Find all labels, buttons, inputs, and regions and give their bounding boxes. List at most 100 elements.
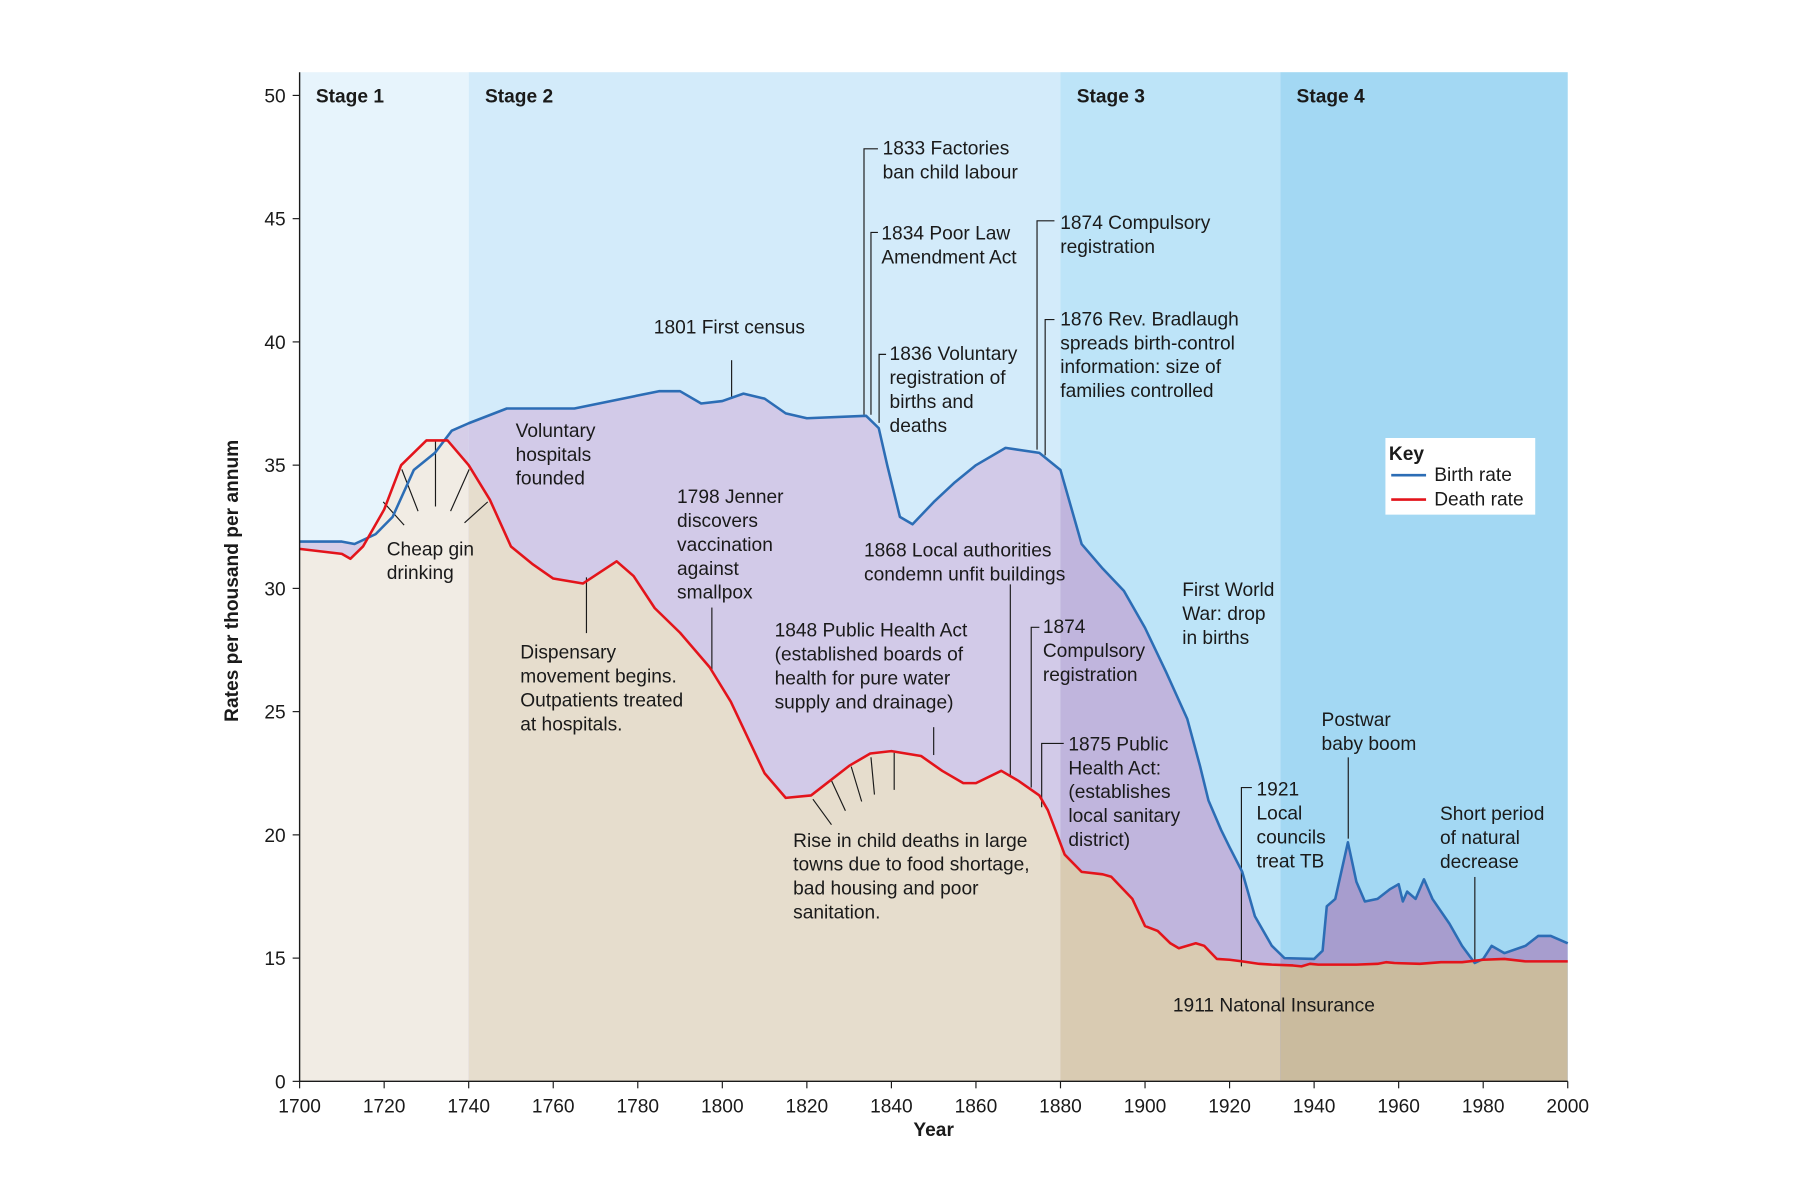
annotation: 1836 Voluntary	[890, 344, 1018, 365]
y-tick-label: 25	[264, 703, 285, 724]
x-tick-label: 1800	[701, 1097, 744, 1118]
y-tick-label: 40	[264, 333, 285, 354]
leader	[1240, 786, 1252, 967]
annotation: condemn unfit buildings	[864, 564, 1065, 585]
annotation: 1868 Local authorities	[864, 540, 1051, 561]
annotation: deaths	[890, 416, 948, 437]
lines	[299, 389, 1569, 968]
annotation: information: size of	[1060, 357, 1221, 378]
x-tick-label: 2000	[1546, 1097, 1589, 1118]
areas	[299, 391, 1568, 1082]
axes: 0 15 20 25 30 35 40 45 50 1700 1720 1740 1760 1780 180…	[264, 72, 1589, 1118]
annotation: spreads birth-control	[1060, 333, 1235, 354]
annotation: treat TB	[1257, 851, 1325, 872]
annotation: district)	[1068, 830, 1130, 851]
annotation: at hospitals.	[520, 714, 622, 735]
annotation: Health Act:	[1068, 758, 1161, 779]
y-tick-label: 30	[264, 579, 285, 600]
x-tick-label: 1860	[955, 1097, 998, 1118]
annotation: councils	[1257, 828, 1326, 849]
y-tick-label: 15	[264, 949, 285, 970]
annotation: towns due to food shortage,	[793, 855, 1029, 876]
annotation: discovers	[677, 511, 758, 532]
annotation: Outpatients treated	[520, 690, 683, 711]
stage-label: Stage 1	[316, 86, 384, 107]
annotation: registration	[1043, 665, 1138, 686]
annotation: (established boards of	[775, 645, 964, 666]
annotation: Local	[1257, 804, 1303, 825]
annotation: health for pure water	[775, 668, 951, 689]
death-area	[1280, 958, 1568, 1082]
x-tick-label: 1760	[532, 1097, 575, 1118]
x-tick-label: 1900	[1124, 1097, 1167, 1118]
annotation: in births	[1182, 628, 1249, 649]
x-tick-label: 1820	[786, 1097, 829, 1118]
annotation: hospitals	[516, 445, 592, 466]
y-axis-label: Rates per thousand per annum	[222, 440, 243, 722]
death-area	[299, 440, 469, 1082]
annotation: Postwar	[1322, 710, 1392, 731]
leader	[1036, 220, 1055, 450]
x-tick-label: 1880	[1039, 1097, 1082, 1118]
annotation: local sanitary	[1068, 806, 1180, 827]
annotation: Cheap gin	[387, 539, 474, 560]
x-tick-label: 1840	[870, 1097, 913, 1118]
annotation: of natural	[1440, 828, 1520, 849]
annotation: drinking	[387, 563, 454, 584]
annotation: War: drop	[1182, 604, 1265, 625]
leader	[1030, 626, 1040, 788]
series-line	[299, 439, 1568, 968]
annotation: sanitation.	[793, 903, 880, 924]
leader	[878, 353, 887, 423]
annotation: families controlled	[1060, 381, 1213, 402]
annotation: vaccination	[677, 535, 773, 556]
x-tick-label: 1740	[447, 1097, 490, 1118]
x-axis-label: Year	[913, 1120, 954, 1141]
annotation: registration of	[890, 368, 1007, 389]
annotation: births and	[890, 392, 974, 413]
x-tick-label: 1920	[1208, 1097, 1251, 1118]
y-tick-label: 35	[264, 456, 285, 477]
annotation: 1834 Poor Law	[881, 223, 1010, 244]
annotations: Stage 1 Stage 2 Stage 3 Stage 4 Cheap gin dri…	[316, 86, 1544, 1016]
annotation: against	[677, 559, 739, 580]
x-tick-label: 1940	[1293, 1097, 1336, 1118]
x-tick-label: 1780	[616, 1097, 659, 1118]
y-tick-label: 50	[264, 86, 285, 107]
annotation: Short period	[1440, 804, 1544, 825]
leader	[1044, 318, 1055, 456]
x-tick-label: 1960	[1377, 1097, 1420, 1118]
y-tick-label: 45	[264, 210, 285, 231]
leader	[1041, 742, 1064, 808]
annotation: decrease	[1440, 852, 1519, 873]
series-line	[299, 389, 1569, 965]
annotation: movement begins.	[520, 667, 677, 688]
annotation: ban child labour	[883, 163, 1019, 184]
legend-label: Birth rate	[1434, 465, 1512, 486]
annotation: baby boom	[1322, 734, 1417, 755]
x-tick-label: 1700	[278, 1097, 321, 1118]
annotation: Voluntary	[516, 421, 596, 442]
legend: Key Birth rate Death rate	[1385, 438, 1536, 515]
x-tick-label: 1980	[1462, 1097, 1505, 1118]
x-tick-label: 1720	[363, 1097, 406, 1118]
annotation: Amendment Act	[881, 247, 1017, 268]
annotation: bad housing and poor	[793, 879, 979, 900]
annotation: (establishes	[1068, 782, 1170, 803]
stage-label: Stage 3	[1077, 86, 1145, 107]
y-tick-label: 20	[264, 826, 285, 847]
annotation: 1921	[1257, 780, 1300, 801]
annotation: First World	[1182, 580, 1274, 601]
leader	[812, 752, 895, 826]
annotation: 1875 Public	[1068, 734, 1169, 755]
annotation: 1874	[1043, 617, 1086, 638]
annotation: 1833 Factories	[883, 139, 1010, 160]
legend-label: Death rate	[1434, 489, 1523, 510]
death-area	[1060, 843, 1281, 1082]
annotation: smallpox	[677, 583, 753, 604]
stage-label: Stage 4	[1297, 86, 1365, 107]
legend-title: Key	[1389, 444, 1424, 465]
annotation: registration	[1060, 237, 1155, 258]
stage-label: Stage 2	[485, 86, 553, 107]
